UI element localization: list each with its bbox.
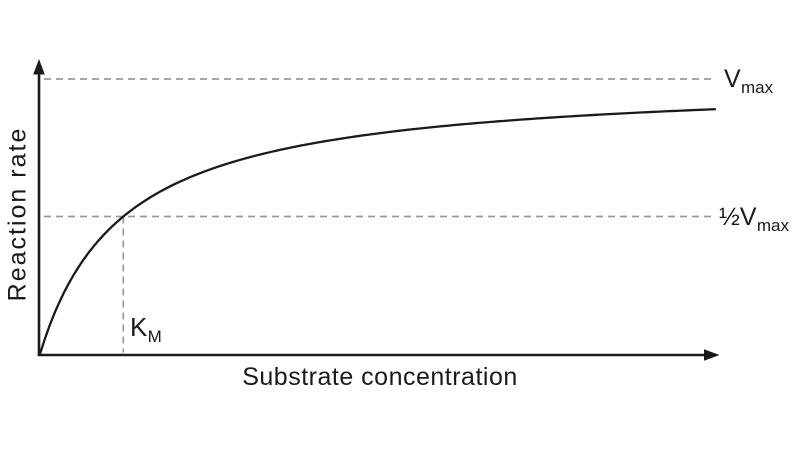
y-axis-label: Reaction rate <box>3 126 32 302</box>
reaction-rate-curve <box>38 108 717 356</box>
vmax-label: Vmax <box>724 65 773 96</box>
x-axis-arrowhead <box>704 349 720 361</box>
vmax-label-subscript: max <box>741 77 774 97</box>
km-label: KM <box>130 312 162 345</box>
km-label-base: K <box>130 312 148 342</box>
half-vmax-label-base: ½V <box>719 203 757 231</box>
half-vmax-label: ½Vmax <box>719 203 789 234</box>
km-label-subscript: M <box>147 326 162 346</box>
vmax-label-base: V <box>724 65 741 93</box>
y-axis-arrowhead <box>33 59 45 75</box>
half-vmax-label-subscript: max <box>756 215 789 235</box>
x-axis-label: Substrate concentration <box>242 363 518 391</box>
